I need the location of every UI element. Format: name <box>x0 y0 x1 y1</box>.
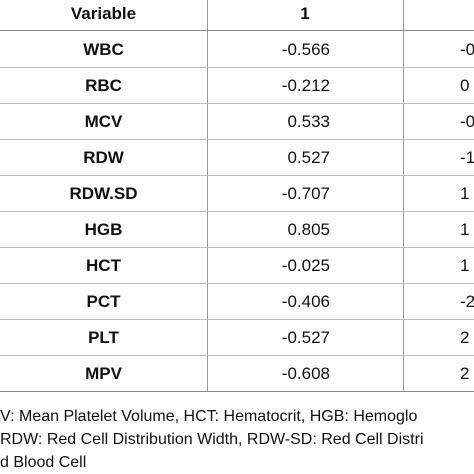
footnote-line: d Blood Cell <box>0 454 87 471</box>
value-cell: -0.608 <box>281 364 330 383</box>
variable-name: HGB <box>84 220 123 239</box>
variable-name: MCV <box>84 112 123 131</box>
row-divider <box>0 355 474 356</box>
value-cell: 0.805 <box>287 220 330 239</box>
row-divider <box>0 247 474 248</box>
value-cell: -0.527 <box>281 328 330 347</box>
value-cell: -0.025 <box>281 256 330 275</box>
value-cell: -2 <box>460 292 474 311</box>
variable-name: RDW <box>83 148 124 167</box>
value-cell: 0.533 <box>287 112 330 131</box>
row-divider <box>0 391 474 392</box>
variable-name: RDW.SD <box>69 184 138 203</box>
row-divider <box>0 103 474 104</box>
row-divider <box>0 211 474 212</box>
value-cell: -1 <box>460 148 474 167</box>
row-divider <box>0 283 474 284</box>
value-cell: -0.566 <box>281 40 330 59</box>
header-cell: Variable <box>70 4 137 23</box>
value-cell: -0 <box>460 40 474 59</box>
value-cell: 2 <box>460 364 470 383</box>
value-cell: 1 <box>460 256 470 275</box>
variable-name: HCT <box>86 256 121 275</box>
header-cell: 1 <box>300 4 310 23</box>
row-divider <box>0 30 474 31</box>
variable-name: WBC <box>83 40 124 59</box>
value-cell: -0.707 <box>281 184 330 203</box>
footnote-line: RDW: Red Cell Distribution Width, RDW-SD… <box>0 431 424 448</box>
value-cell: 1 <box>460 184 470 203</box>
row-divider <box>0 175 474 176</box>
footnote-line: V: Mean Platelet Volume, HCT: Hematocrit… <box>0 408 418 425</box>
column-divider <box>207 0 208 392</box>
value-cell: 0.527 <box>287 148 330 167</box>
variable-name: PLT <box>88 328 119 347</box>
variable-name: PCT <box>86 292 121 311</box>
variable-name: MPV <box>85 364 122 383</box>
row-divider <box>0 139 474 140</box>
row-divider <box>0 67 474 68</box>
column-divider <box>403 0 404 392</box>
value-cell: 0 <box>460 76 470 95</box>
value-cell: -0 <box>460 112 474 131</box>
value-cell: -0.212 <box>281 76 330 95</box>
value-cell: 1 <box>460 220 470 239</box>
variable-name: RBC <box>85 76 122 95</box>
value-cell: -0.406 <box>281 292 330 311</box>
row-divider <box>0 319 474 320</box>
value-cell: 2 <box>460 328 470 347</box>
